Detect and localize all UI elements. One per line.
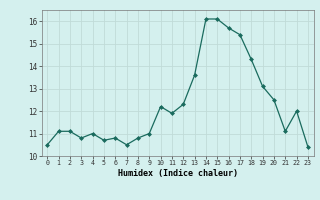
X-axis label: Humidex (Indice chaleur): Humidex (Indice chaleur) (118, 169, 237, 178)
